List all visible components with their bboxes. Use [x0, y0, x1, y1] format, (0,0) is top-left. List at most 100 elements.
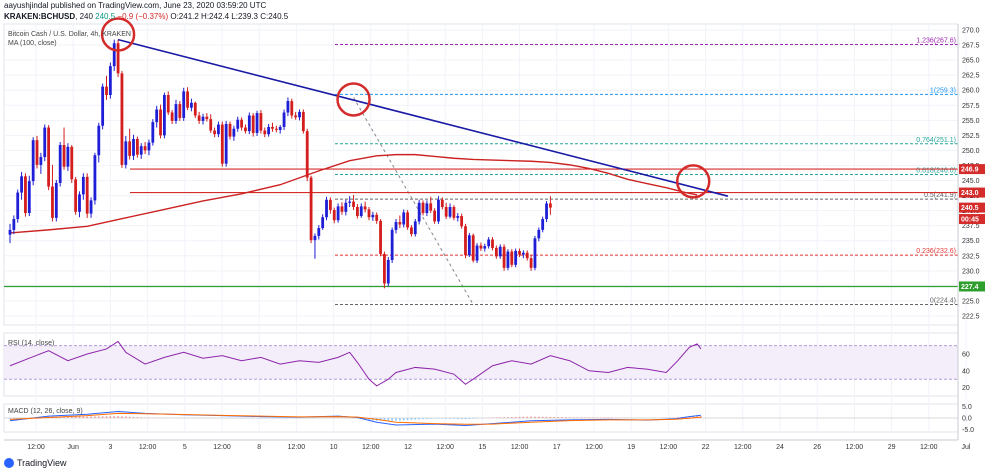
- fib-anchor-line: [353, 97, 474, 305]
- candle-body: [35, 140, 39, 165]
- price-tick-label: 262.5: [962, 73, 980, 80]
- macd-pane: [4, 410, 958, 426]
- price-tag-bg: [959, 281, 985, 292]
- candle-body: [498, 246, 502, 257]
- time-tick-label: 12:00: [920, 444, 938, 451]
- rsi-tick-label: 60: [962, 352, 970, 359]
- candle-body: [135, 138, 139, 155]
- last-price: 240.5: [95, 12, 116, 21]
- time-tick-label: 19: [627, 444, 635, 451]
- price-tick-label: 252.5: [962, 133, 980, 140]
- ohlc-values: O:241.2 H:242.4 L:239.3 C:240.5: [170, 12, 289, 21]
- price-tags: 246.9 243.0 240.5 00:45 227.4: [959, 164, 985, 292]
- candle-body: [301, 111, 305, 132]
- candle-body: [440, 199, 444, 208]
- highlight-circle: [336, 82, 371, 117]
- candle-body: [356, 207, 359, 217]
- candle-body: [124, 141, 128, 165]
- highlight-circle: [675, 164, 711, 199]
- candle-body: [54, 182, 58, 218]
- symbol-name[interactable]: KRAKEN:BCHUSD: [4, 12, 76, 21]
- price-axis[interactable]: 270.0 267.5 265.0 262.5 260.0 257.5 255.0 252.5…: [957, 24, 980, 440]
- price-tick-label: 232.5: [962, 253, 980, 260]
- candle-body: [190, 102, 193, 108]
- time-axis[interactable]: 12:00 Jun 3 12:00 5 12:00 8 12:00 10 12:00 12 12:00…: [4, 439, 971, 451]
- candle-body: [483, 246, 487, 249]
- candle-body: [549, 203, 552, 208]
- ma-legend[interactable]: MA (100, close): [8, 40, 57, 47]
- candle-body: [170, 112, 174, 121]
- time-tick-label: 10: [330, 444, 338, 451]
- price-tick-label: 245.0: [962, 178, 980, 185]
- candle-body: [494, 247, 498, 257]
- tradingview-logo-icon: [4, 458, 14, 468]
- candle-body: [112, 43, 116, 67]
- candle-body: [263, 130, 267, 135]
- candle-body: [305, 131, 309, 178]
- candle-body: [294, 115, 298, 118]
- interval[interactable]: 240: [79, 12, 93, 21]
- candle-body: [406, 212, 409, 228]
- candle-body: [139, 146, 143, 155]
- candle-body: [220, 124, 224, 164]
- price-tag-label: 227.4: [961, 284, 979, 291]
- time-tick-label: 12:00: [288, 444, 306, 451]
- candle-body: [510, 251, 514, 265]
- rsi-legend[interactable]: RSI (14, close): [8, 340, 55, 347]
- rsi-line: [9, 340, 702, 387]
- candle-body: [39, 157, 43, 165]
- candle-body: [340, 206, 344, 212]
- candle-body: [506, 251, 510, 268]
- candle-body: [475, 245, 479, 261]
- candle-body: [464, 226, 467, 256]
- macd-legend[interactable]: MACD (12, 26, close, 9): [8, 408, 83, 415]
- trendline[interactable]: [117, 38, 729, 197]
- price-tick-label: 270.0: [962, 28, 980, 35]
- candle-body: [421, 202, 425, 214]
- fib-level-label: 0.764(251.1): [916, 137, 956, 144]
- fib-level-label: 0.5(241.9): [924, 192, 956, 199]
- ma100-line: [9, 153, 698, 234]
- candle-body: [244, 127, 247, 132]
- time-tick-label: 12:00: [436, 444, 454, 451]
- candle-body: [31, 140, 35, 182]
- price-tick-label: 255.0: [962, 118, 980, 125]
- candle-body: [27, 181, 31, 214]
- candle-body: [336, 206, 340, 221]
- highlight-circle: [100, 17, 136, 52]
- candle-body: [143, 146, 147, 151]
- time-tick-label: 12:00: [846, 444, 864, 451]
- candle-body: [186, 91, 189, 108]
- moving-average: [9, 153, 698, 234]
- candle-body: [533, 238, 537, 268]
- candle-body: [240, 119, 243, 128]
- candle-body: [147, 142, 151, 151]
- candle-body: [259, 113, 263, 131]
- candle-body: [224, 123, 228, 164]
- candle-body: [298, 111, 301, 118]
- candle-body: [278, 126, 282, 130]
- candle-body: [491, 239, 494, 248]
- price-tag-label: 240.5: [961, 205, 979, 212]
- candle-body: [236, 119, 240, 129]
- candle-body: [448, 207, 452, 217]
- candle-body: [332, 210, 336, 221]
- candle-body: [209, 119, 213, 131]
- candle-body: [413, 221, 417, 235]
- candle-body: [213, 130, 216, 135]
- candle-body: [467, 235, 471, 256]
- candle-body: [282, 112, 286, 127]
- price-tick-label: 250.0: [962, 148, 980, 155]
- time-tick-label: 24: [776, 444, 784, 451]
- publisher-text: aayushjindal published on TradingView.co…: [4, 1, 267, 10]
- candle-body: [437, 199, 440, 222]
- candle-body: [182, 91, 186, 118]
- candle-body: [105, 86, 108, 96]
- candle-body: [417, 202, 421, 222]
- candle-body: [394, 222, 398, 230]
- rsi-tick-label: 20: [962, 385, 970, 392]
- candle-body: [89, 200, 93, 214]
- price-tick-label: 237.5: [962, 223, 980, 230]
- price-tick-label: 225.0: [962, 298, 980, 305]
